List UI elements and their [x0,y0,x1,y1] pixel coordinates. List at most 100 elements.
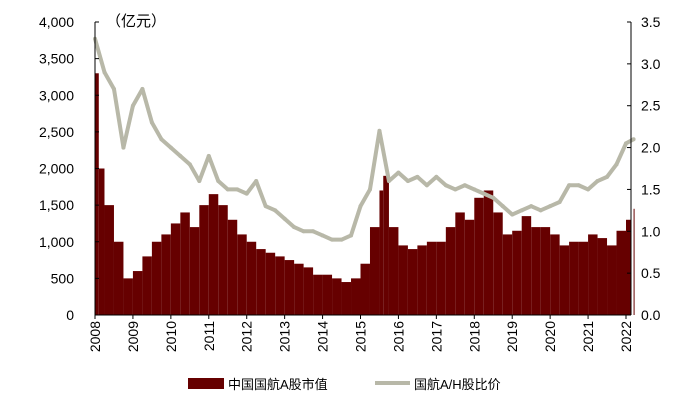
legend-label-market-cap: 中国国航A股市值 [228,377,328,392]
left-tick-label: 2,500 [39,124,74,140]
bar-market-cap [502,234,513,315]
point-ah-ratio [349,233,354,238]
point-ah-ratio [424,183,429,188]
point-ah-ratio [481,191,486,196]
line-ah-ratio [93,38,635,242]
point-ah-ratio [159,137,164,142]
bar-market-cap [550,234,560,315]
point-ah-ratio [168,145,173,150]
bar-market-cap [351,278,361,315]
bar-market-cap [132,271,143,315]
left-tick-label: 0 [66,307,74,323]
bar-market-cap [417,245,427,315]
legend-label-ratio: 国航A/H股比价 [414,377,501,392]
right-tick-label: 1.5 [641,181,661,197]
point-ah-ratio [529,204,534,209]
bar-market-cap [540,227,551,315]
x-tick-label: 2014 [315,321,331,352]
bar-market-cap [284,260,295,315]
point-ah-ratio [187,162,192,167]
bar-market-cap [474,197,484,315]
point-ah-ratio [244,191,249,196]
point-ah-ratio [500,204,505,209]
point-ah-ratio [548,204,553,209]
point-ah-ratio [111,86,116,91]
x-tick-label: 2022 [618,321,634,352]
point-ah-ratio [311,229,316,234]
right-tick-label: 0.5 [641,265,661,281]
x-tick-label: 2018 [466,321,482,352]
x-tick-label: 2020 [542,321,558,352]
bar-market-cap [360,263,370,315]
right-tick-label: 1.0 [641,223,661,239]
bar-market-cap [98,168,105,315]
point-ah-ratio [130,103,135,108]
bar-market-cap [407,249,418,315]
point-ah-ratio [462,183,467,188]
left-tick-label: 2,000 [39,161,74,177]
point-ah-ratio [178,153,183,158]
point-ah-ratio [377,128,382,133]
x-tick-label: 2021 [580,321,596,352]
bar-market-cap [379,190,384,315]
x-tick-label: 2015 [353,321,369,352]
x-tick-label: 2012 [239,321,255,352]
bar-market-cap [483,190,494,315]
bar-market-cap [313,274,323,315]
bar-market-cap [303,267,314,315]
bar-market-cap [633,208,635,315]
right-tick-label: 3.0 [641,56,661,72]
bar-market-cap [616,230,626,315]
x-tick-label: 2019 [504,321,520,352]
point-ah-ratio [282,216,287,221]
bar-market-cap [322,274,333,315]
point-ah-ratio [254,179,259,184]
bar-market-cap [275,256,285,315]
x-tick-label: 2016 [390,321,406,352]
left-tick-label: 500 [51,270,75,286]
point-ah-ratio [197,179,202,184]
bar-market-cap [151,241,162,315]
x-tick-label: 2013 [277,321,293,352]
point-ah-ratio [396,170,401,175]
bar-market-cap [445,227,456,315]
point-ah-ratio [358,204,363,209]
bar-market-cap [369,227,380,315]
point-ah-ratio [453,187,458,192]
point-ah-ratio [367,187,372,192]
x-tick-label: 2009 [125,321,141,352]
bar-market-cap [455,212,465,315]
point-ah-ratio [631,137,636,142]
point-ah-ratio [149,120,154,125]
bar-market-cap [265,252,276,315]
bar-market-cap [436,241,446,315]
bar-market-cap [588,234,598,315]
bar-market-cap [341,282,352,315]
bar-market-cap [531,227,541,315]
bar-market-cap [218,205,228,315]
bar-market-cap [95,73,99,316]
point-ah-ratio [472,187,477,192]
bar-market-cap [246,241,257,315]
x-tick-label: 2008 [87,321,103,352]
point-ah-ratio [605,174,610,179]
bar-market-cap [332,278,342,315]
point-ah-ratio [434,174,439,179]
right-tick-label: 0.0 [641,307,661,323]
bar-market-cap [383,175,389,315]
point-ah-ratio [443,183,448,188]
bar-market-cap [597,238,608,315]
bar-market-cap [180,212,190,315]
point-ah-ratio [586,187,591,192]
point-ah-ratio [386,179,391,184]
right-tick-label: 3.5 [641,14,661,30]
point-ah-ratio [216,179,221,184]
unit-label: （亿元） [106,13,166,30]
point-ah-ratio [225,187,230,192]
bar-market-cap [521,216,532,315]
x-tick-label: 2010 [163,321,179,352]
point-ah-ratio [405,179,410,184]
x-tick-label: 2011 [201,321,217,351]
point-ah-ratio [102,70,107,75]
